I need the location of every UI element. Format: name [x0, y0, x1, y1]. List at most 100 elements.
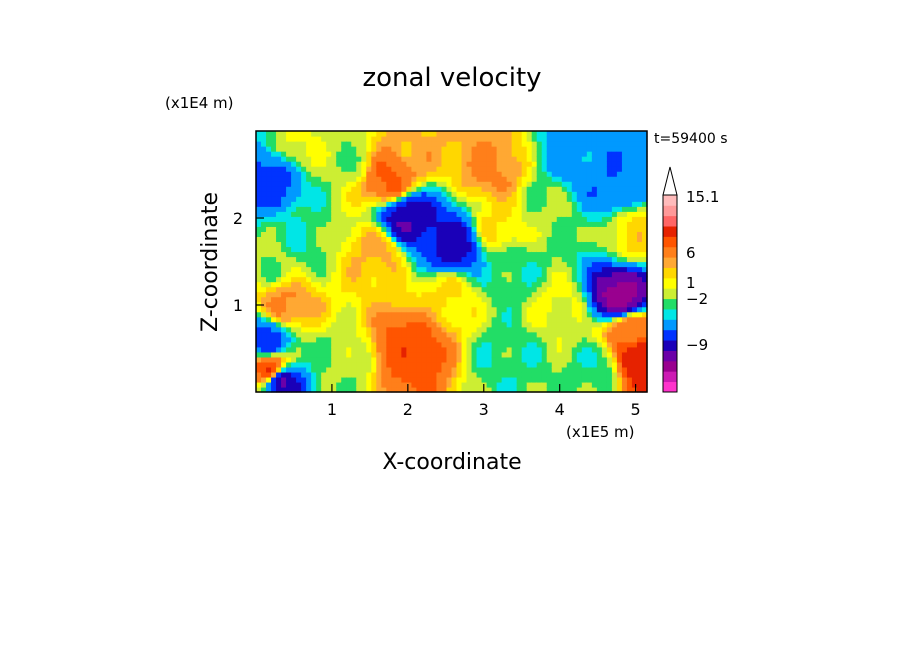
field-cell	[441, 196, 448, 202]
field-cell	[506, 386, 513, 393]
field-cell	[396, 201, 402, 207]
field-cell	[406, 226, 412, 232]
field-cell	[581, 381, 588, 388]
field-cell	[416, 251, 423, 258]
field-cell	[426, 336, 433, 343]
field-cell	[501, 131, 508, 137]
field-cell	[626, 271, 633, 278]
field-cell	[266, 231, 272, 237]
field-cell	[451, 131, 458, 137]
field-cell	[481, 371, 488, 378]
field-cell	[356, 156, 362, 162]
field-cell	[561, 376, 568, 383]
field-cell	[261, 221, 267, 227]
field-cell	[506, 371, 513, 378]
field-cell	[386, 141, 392, 147]
field-cell	[636, 276, 643, 283]
field-cell	[286, 141, 292, 147]
field-cell	[601, 301, 608, 308]
field-cell	[611, 261, 618, 268]
field-cell	[486, 201, 493, 207]
field-cell	[476, 311, 483, 318]
field-cell	[436, 321, 443, 328]
field-cell	[436, 246, 443, 253]
field-cell	[606, 311, 613, 318]
field-cell	[406, 171, 412, 177]
field-cell	[506, 251, 513, 258]
field-cell	[616, 141, 623, 147]
field-cell	[266, 286, 272, 293]
field-cell	[311, 216, 317, 222]
field-cell	[576, 191, 583, 197]
field-cell	[501, 201, 508, 207]
field-cell	[266, 186, 272, 192]
field-cell	[256, 381, 262, 388]
field-cell	[306, 206, 312, 212]
field-cell	[416, 211, 423, 217]
field-cell	[501, 361, 508, 368]
field-cell	[261, 296, 267, 303]
field-cell	[516, 186, 523, 192]
field-cell	[596, 316, 603, 323]
field-cell	[376, 341, 382, 348]
field-cell	[376, 251, 382, 258]
field-cell	[591, 346, 598, 353]
field-cell	[411, 196, 418, 202]
field-cell	[296, 141, 302, 147]
field-cell	[451, 246, 458, 253]
field-cell	[286, 156, 292, 162]
field-cell	[351, 331, 357, 338]
field-cell	[596, 201, 603, 207]
field-cell	[551, 241, 558, 248]
field-cell	[456, 351, 463, 358]
field-cell	[381, 211, 387, 217]
field-cell	[466, 156, 473, 162]
colorbar-swatch	[663, 329, 677, 341]
field-cell	[506, 291, 513, 298]
field-cell	[486, 146, 493, 152]
field-cell	[471, 236, 478, 243]
field-cell	[421, 346, 428, 353]
field-cell	[401, 251, 407, 258]
field-cell	[261, 201, 267, 207]
field-cell	[286, 381, 292, 388]
field-cell	[471, 336, 478, 343]
field-cell	[311, 311, 317, 318]
field-cell	[316, 151, 322, 157]
field-cell	[591, 211, 598, 217]
field-cell	[616, 191, 623, 197]
field-cell	[456, 366, 463, 373]
field-cell	[431, 301, 438, 308]
field-cell	[391, 361, 397, 368]
field-cell	[286, 246, 292, 253]
field-cell	[566, 246, 573, 253]
field-cell	[456, 186, 463, 192]
field-cell	[296, 196, 302, 202]
field-cell	[466, 311, 473, 318]
field-cell	[326, 336, 332, 343]
field-cell	[291, 321, 297, 328]
field-cell	[586, 346, 593, 353]
field-cell	[566, 196, 573, 202]
field-cell	[311, 151, 317, 157]
field-cell	[296, 231, 302, 237]
field-cell	[571, 341, 578, 348]
field-cell	[636, 291, 643, 298]
field-cell	[401, 291, 407, 298]
field-cell	[581, 141, 588, 147]
field-cell	[606, 191, 613, 197]
field-cell	[256, 281, 262, 288]
field-cell	[306, 166, 312, 172]
field-cell	[391, 181, 397, 187]
field-cell	[461, 171, 468, 177]
field-cell	[556, 376, 563, 383]
field-cell	[546, 161, 553, 167]
field-cell	[316, 166, 322, 172]
field-cell	[481, 341, 488, 348]
field-cell	[256, 181, 262, 187]
field-cell	[621, 181, 628, 187]
field-cell	[386, 166, 392, 172]
field-cell	[621, 211, 628, 217]
field-cell	[431, 316, 438, 323]
field-cell	[606, 196, 613, 202]
